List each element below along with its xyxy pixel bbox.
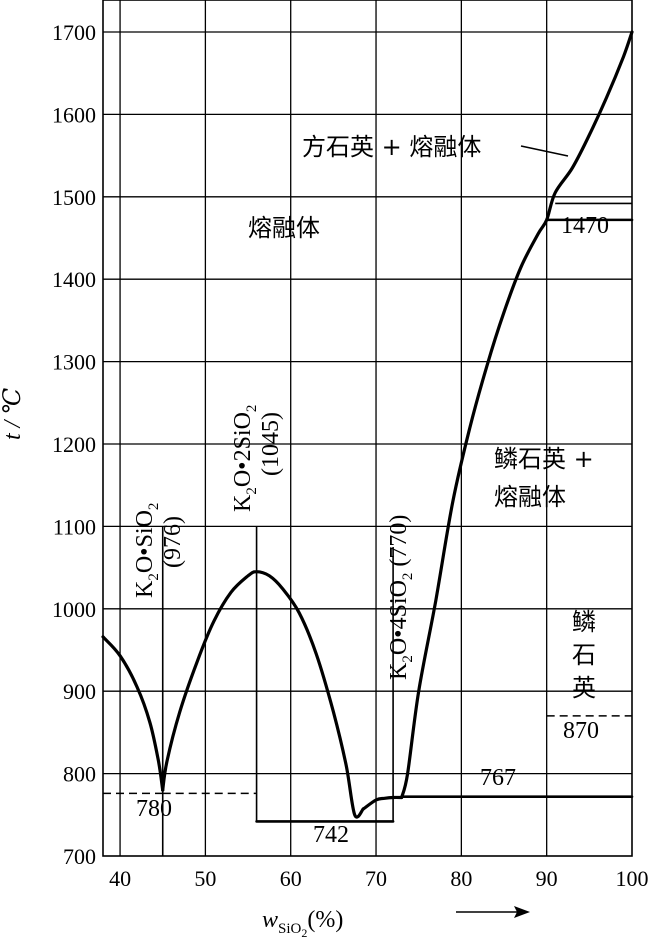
arrow-icon <box>456 906 530 918</box>
svg-text:(976): (976) <box>160 516 186 568</box>
region-cristobalite-melt-label: 方石英 + 熔融体 <box>302 133 481 161</box>
tick-labels: 40 50 60 70 80 90 100 700 800 900 1000 1100 1200 1300… <box>52 20 649 891</box>
y-tick-label: 1200 <box>52 432 96 457</box>
y-tick-label: 1400 <box>52 267 96 292</box>
region-tridymite-melt-label-2: 熔融体 <box>494 483 566 511</box>
label-1470: 1470 <box>561 213 609 239</box>
phase-lines <box>101 30 634 856</box>
liquidus-curve-segment <box>400 30 634 800</box>
x-tick-label: 100 <box>616 866 649 891</box>
x-tick-label: 50 <box>194 866 216 891</box>
x-tick-label: 40 <box>109 866 131 891</box>
svg-text:(1045): (1045) <box>258 412 284 476</box>
svg-text:K2O•4SiO2(770): K2O•4SiO2(770) <box>386 515 416 680</box>
region-tridymite-melt-label-1: 鳞石英 + <box>494 445 594 473</box>
y-tick-label: 900 <box>63 679 96 704</box>
y-axis-label: t / ℃ <box>0 388 26 440</box>
compound-k2o-4sio2-label: K2O•4SiO2(770) <box>386 515 416 680</box>
x-axis-label: wSiO2(%) <box>262 907 343 940</box>
svg-text:K2O•2SiO2: K2O•2SiO2 <box>230 405 260 512</box>
liquidus-curve-segment <box>161 570 365 819</box>
label-742: 742 <box>313 822 349 848</box>
compound-k2o-2sio2-label: K2O•2SiO2 (1045) <box>230 405 284 512</box>
x-tick-label: 90 <box>536 866 558 891</box>
plot-frame <box>102 0 633 857</box>
compound-k2o-sio2-label: K2O•SiO2 (976) <box>132 503 186 598</box>
region-melt-label: 熔融体 <box>248 214 320 242</box>
x-tick-label: 70 <box>365 866 387 891</box>
y-tick-label: 1100 <box>53 514 96 539</box>
liquidus-curve-segment <box>101 635 165 792</box>
label-870: 870 <box>563 718 599 744</box>
y-tick-label: 800 <box>63 762 96 787</box>
y-tick-label: 700 <box>63 844 96 869</box>
y-tick-label: 1700 <box>52 20 96 45</box>
y-tick-label: 1600 <box>52 102 96 127</box>
liquidus-curve-segment <box>361 795 404 811</box>
cristobalite-leader-line <box>520 145 569 157</box>
region-tridymite-label-1: 鳞 <box>572 608 596 636</box>
label-780: 780 <box>136 796 172 822</box>
region-tridymite-label-3: 英 <box>572 674 596 702</box>
y-tick-label: 1500 <box>52 185 96 210</box>
x-tick-label: 80 <box>450 866 472 891</box>
label-767: 767 <box>480 765 516 791</box>
svg-text:K2O•SiO2: K2O•SiO2 <box>132 503 162 598</box>
grid <box>102 0 633 857</box>
y-tick-label: 1300 <box>52 350 96 375</box>
x-tick-label: 60 <box>280 866 302 891</box>
region-tridymite-label-2: 石 <box>572 641 596 669</box>
y-tick-label: 1000 <box>52 597 96 622</box>
